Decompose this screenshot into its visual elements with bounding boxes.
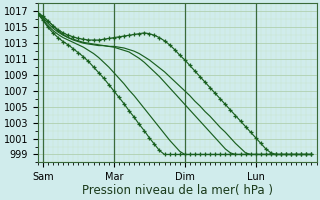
X-axis label: Pression niveau de la mer( hPa ): Pression niveau de la mer( hPa ) (82, 184, 273, 197)
